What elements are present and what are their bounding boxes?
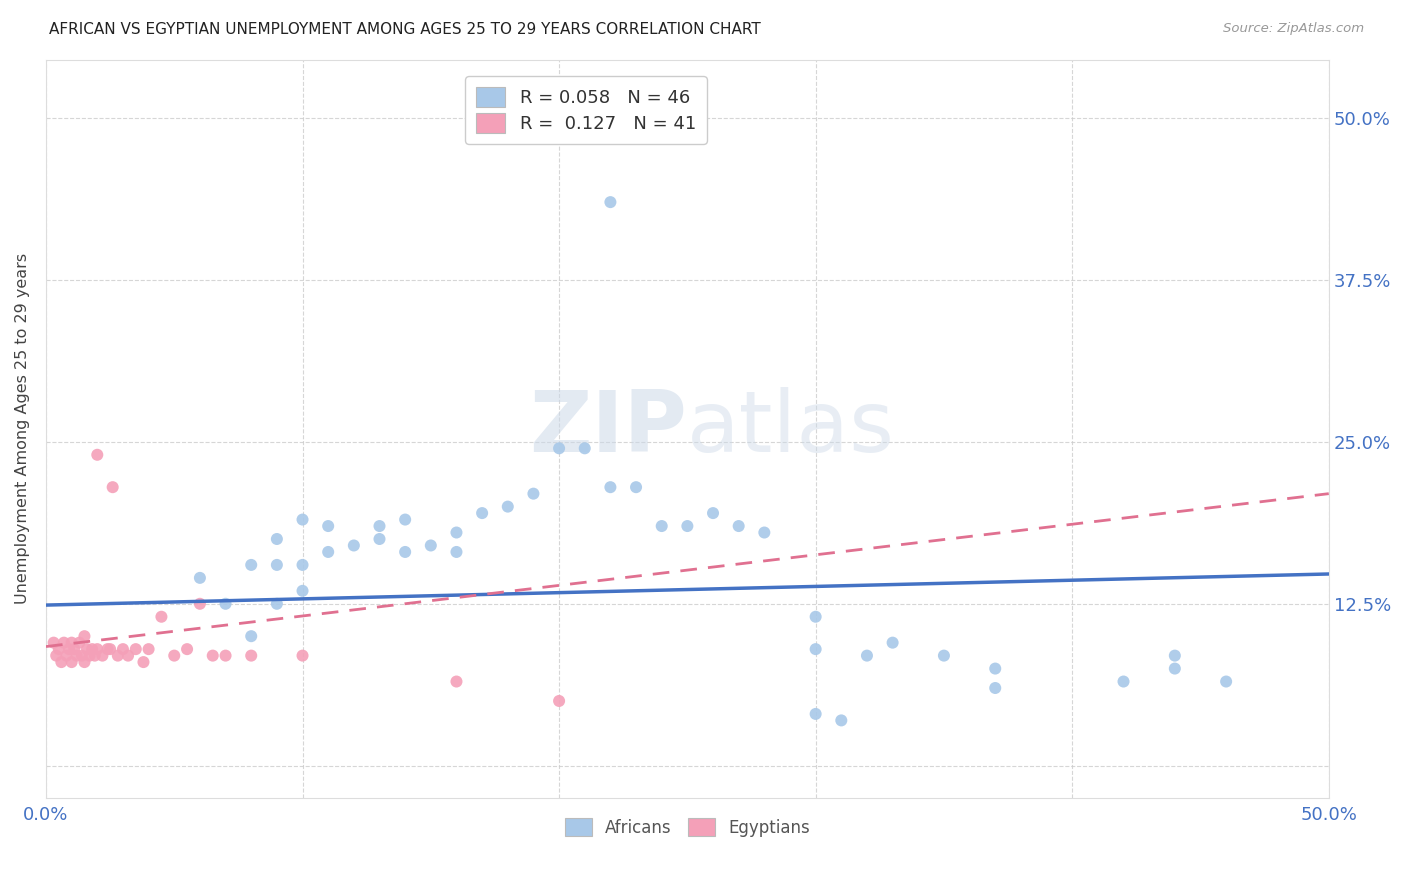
Point — [42, 635, 65, 649]
Point — [163, 648, 186, 663]
Text: Source: ZipAtlas.com: Source: ZipAtlas.com — [1223, 22, 1364, 36]
Point — [76, 642, 98, 657]
Point — [63, 642, 86, 657]
Point — [86, 642, 108, 657]
Text: AFRICAN VS EGYPTIAN UNEMPLOYMENT AMONG AGES 25 TO 29 YEARS CORRELATION CHART: AFRICAN VS EGYPTIAN UNEMPLOYMENT AMONG A… — [49, 22, 761, 37]
Point — [240, 648, 263, 663]
Point — [91, 648, 114, 663]
Point — [368, 532, 391, 546]
Point — [1164, 648, 1187, 663]
Point — [676, 519, 699, 533]
Point — [111, 642, 134, 657]
Point — [60, 655, 83, 669]
Point — [804, 609, 827, 624]
Point — [58, 642, 80, 657]
Point — [419, 539, 441, 553]
Point — [624, 480, 647, 494]
Point — [394, 512, 416, 526]
Point — [73, 629, 96, 643]
Point — [79, 648, 101, 663]
Point — [266, 532, 288, 546]
Point — [548, 694, 571, 708]
Point — [446, 674, 468, 689]
Point — [522, 486, 544, 500]
Point — [548, 442, 571, 456]
Point — [150, 609, 173, 624]
Point — [316, 545, 339, 559]
Point — [599, 480, 621, 494]
Point — [727, 519, 749, 533]
Point — [702, 506, 724, 520]
Point — [1215, 674, 1237, 689]
Point — [83, 648, 105, 663]
Point — [66, 648, 89, 663]
Point — [291, 558, 314, 572]
Point — [984, 662, 1007, 676]
Point — [394, 545, 416, 559]
Point — [651, 519, 673, 533]
Point — [201, 648, 224, 663]
Point — [176, 642, 198, 657]
Point — [266, 558, 288, 572]
Point — [60, 635, 83, 649]
Text: atlas: atlas — [688, 387, 896, 470]
Point — [1164, 662, 1187, 676]
Point — [1112, 674, 1135, 689]
Point — [240, 558, 263, 572]
Point — [754, 525, 776, 540]
Point — [471, 506, 494, 520]
Legend: Africans, Egyptians: Africans, Egyptians — [557, 810, 818, 846]
Point — [368, 519, 391, 533]
Point — [291, 648, 314, 663]
Point — [67, 635, 90, 649]
Point — [291, 583, 314, 598]
Text: ZIP: ZIP — [530, 387, 688, 470]
Point — [70, 648, 93, 663]
Point — [984, 681, 1007, 695]
Point — [446, 525, 468, 540]
Point — [214, 648, 236, 663]
Point — [188, 571, 211, 585]
Point — [882, 635, 904, 649]
Point — [52, 635, 75, 649]
Point — [446, 545, 468, 559]
Point — [55, 648, 77, 663]
Point — [73, 655, 96, 669]
Point — [291, 512, 314, 526]
Point — [101, 480, 124, 494]
Point — [574, 442, 596, 456]
Point — [82, 642, 104, 657]
Point — [830, 714, 852, 728]
Point — [138, 642, 160, 657]
Point — [125, 642, 148, 657]
Point — [117, 648, 139, 663]
Point — [496, 500, 519, 514]
Point — [240, 629, 263, 643]
Point — [45, 648, 67, 663]
Point — [48, 642, 70, 657]
Point — [188, 597, 211, 611]
Point — [51, 655, 73, 669]
Point — [856, 648, 879, 663]
Point — [214, 597, 236, 611]
Point — [804, 706, 827, 721]
Point — [266, 597, 288, 611]
Point — [932, 648, 955, 663]
Point — [96, 642, 118, 657]
Point — [132, 655, 155, 669]
Point — [86, 448, 108, 462]
Y-axis label: Unemployment Among Ages 25 to 29 years: Unemployment Among Ages 25 to 29 years — [15, 253, 30, 605]
Point — [316, 519, 339, 533]
Point — [599, 195, 621, 210]
Point — [804, 642, 827, 657]
Point — [98, 642, 121, 657]
Point — [343, 539, 366, 553]
Point — [107, 648, 129, 663]
